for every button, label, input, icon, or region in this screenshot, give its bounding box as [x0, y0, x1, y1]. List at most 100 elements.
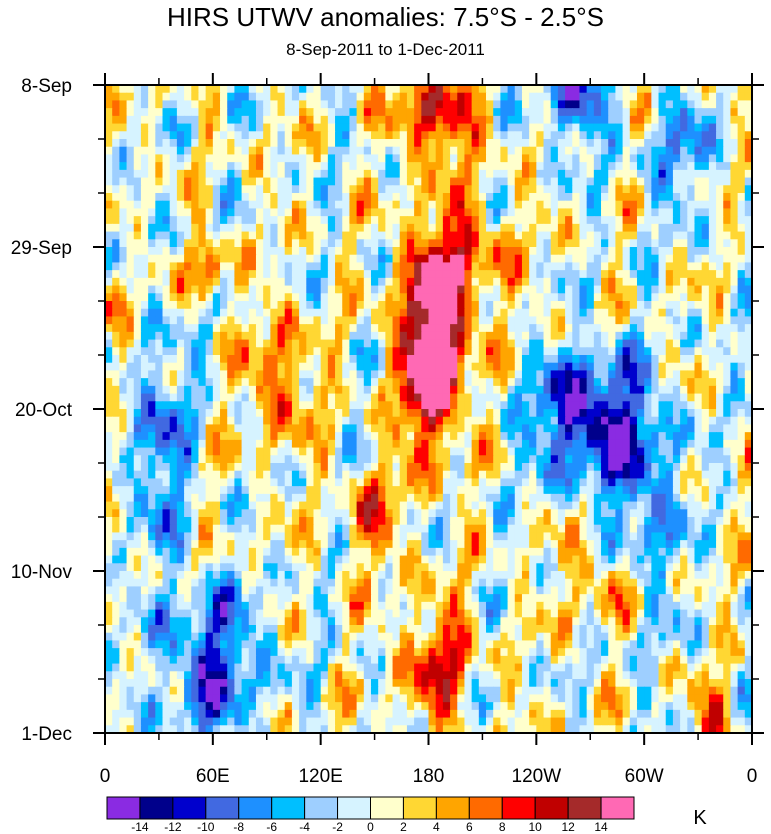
- heatmap-cell: [169, 370, 178, 379]
- heatmap-cell: [471, 324, 480, 333]
- heatmap-cell: [191, 470, 200, 480]
- heatmap-cell: [119, 432, 128, 441]
- heatmap-cell: [105, 239, 113, 248]
- heatmap-cell: [586, 285, 595, 294]
- heatmap-cell: [644, 154, 652, 163]
- heatmap-cell: [277, 416, 286, 426]
- heatmap-cell: [155, 378, 164, 387]
- heatmap-cell: [148, 424, 156, 433]
- heatmap-cell: [169, 231, 178, 240]
- heatmap-cell: [248, 493, 257, 503]
- heatmap-cell: [708, 424, 717, 433]
- heatmap-cell: [536, 231, 545, 240]
- heatmap-cell: [370, 478, 379, 487]
- heatmap-cell: [349, 131, 358, 140]
- heatmap-cell: [665, 231, 674, 240]
- heatmap-cell: [169, 455, 178, 464]
- heatmap-cell: [342, 439, 351, 449]
- heatmap-cell: [291, 123, 300, 132]
- heatmap-cell: [450, 339, 458, 348]
- heatmap-cell: [550, 123, 559, 132]
- heatmap-cell: [457, 439, 466, 449]
- heatmap-cell: [500, 92, 509, 102]
- heatmap-cell: [450, 432, 458, 441]
- heatmap-cell: [680, 85, 688, 94]
- heatmap-cell: [687, 385, 696, 395]
- heatmap-cell: [220, 501, 228, 510]
- heatmap-cell: [694, 478, 703, 487]
- heatmap-cell: [105, 185, 113, 194]
- heatmap-cell: [435, 355, 444, 364]
- heatmap-cell: [248, 424, 257, 433]
- heatmap-cell: [723, 270, 732, 279]
- heatmap-cell: [651, 439, 660, 449]
- heatmap-cell: [507, 247, 516, 256]
- heatmap-cell: [198, 139, 207, 148]
- heatmap-cell: [622, 100, 631, 109]
- heatmap-cell: [363, 478, 372, 487]
- heatmap-cell: [184, 270, 192, 279]
- heatmap-cell: [349, 509, 358, 518]
- heatmap-cell: [622, 146, 631, 156]
- heatmap-cell: [557, 347, 566, 356]
- heatmap-cell: [658, 231, 667, 240]
- heatmap-cell: [442, 409, 451, 418]
- heatmap-cell: [435, 370, 444, 379]
- heatmap-cell: [212, 185, 221, 194]
- heatmap-cell: [335, 447, 343, 456]
- heatmap-cell: [162, 432, 171, 441]
- heatmap-cell: [277, 493, 286, 503]
- heatmap-cell: [270, 200, 279, 210]
- heatmap-cell: [119, 409, 128, 418]
- heatmap-cell: [306, 208, 315, 217]
- heatmap-cell: [457, 154, 466, 163]
- heatmap-cell: [744, 285, 752, 294]
- heatmap-cell: [313, 216, 322, 225]
- heatmap-cell: [313, 254, 322, 264]
- heatmap-cell: [500, 254, 509, 264]
- heatmap-cell: [392, 486, 401, 495]
- heatmap-cell: [356, 115, 365, 125]
- heatmap-cell: [672, 293, 681, 302]
- heatmap-cell: [205, 409, 214, 418]
- heatmap-cell: [723, 239, 732, 248]
- heatmap-cell: [636, 478, 645, 487]
- heatmap-cell: [701, 470, 710, 480]
- heatmap-cell: [442, 501, 451, 510]
- heatmap-cell: [601, 154, 609, 163]
- heatmap-cell: [306, 324, 315, 333]
- heatmap-cell: [176, 139, 185, 148]
- heatmap-cell: [521, 370, 530, 379]
- heatmap-cell: [406, 254, 415, 264]
- heatmap-cell: [557, 154, 566, 163]
- heatmap-cell: [565, 216, 573, 225]
- heatmap-cell: [464, 231, 473, 240]
- heatmap-cell: [636, 409, 645, 418]
- heatmap-cell: [687, 478, 696, 487]
- heatmap-cell: [327, 378, 336, 387]
- heatmap-cell: [493, 370, 501, 379]
- chart-title: HIRS UTWV anomalies: 7.5°S - 2.5°S: [167, 2, 604, 32]
- heatmap-cell: [543, 154, 552, 163]
- heatmap-cell: [529, 185, 537, 194]
- heatmap-cell: [342, 509, 351, 518]
- heatmap-cell: [730, 447, 739, 456]
- heatmap-cell: [255, 308, 264, 318]
- heatmap-cell: [277, 169, 286, 179]
- heatmap-cell: [191, 463, 200, 472]
- heatmap-cell: [126, 139, 135, 148]
- heatmap-cell: [169, 424, 178, 433]
- heatmap-cell: [680, 208, 688, 217]
- heatmap-cell: [629, 216, 638, 225]
- heatmap-cell: [636, 162, 645, 171]
- heatmap-cell: [234, 270, 243, 279]
- heatmap-cell: [536, 139, 545, 148]
- heatmap-cell: [572, 316, 581, 325]
- heatmap-cell: [565, 331, 573, 341]
- heatmap-cell: [457, 432, 466, 441]
- heatmap-cell: [349, 169, 358, 179]
- heatmap-cell: [486, 416, 494, 426]
- heatmap-cell: [471, 416, 480, 426]
- heatmap-cell: [133, 478, 142, 487]
- heatmap-cell: [421, 509, 430, 518]
